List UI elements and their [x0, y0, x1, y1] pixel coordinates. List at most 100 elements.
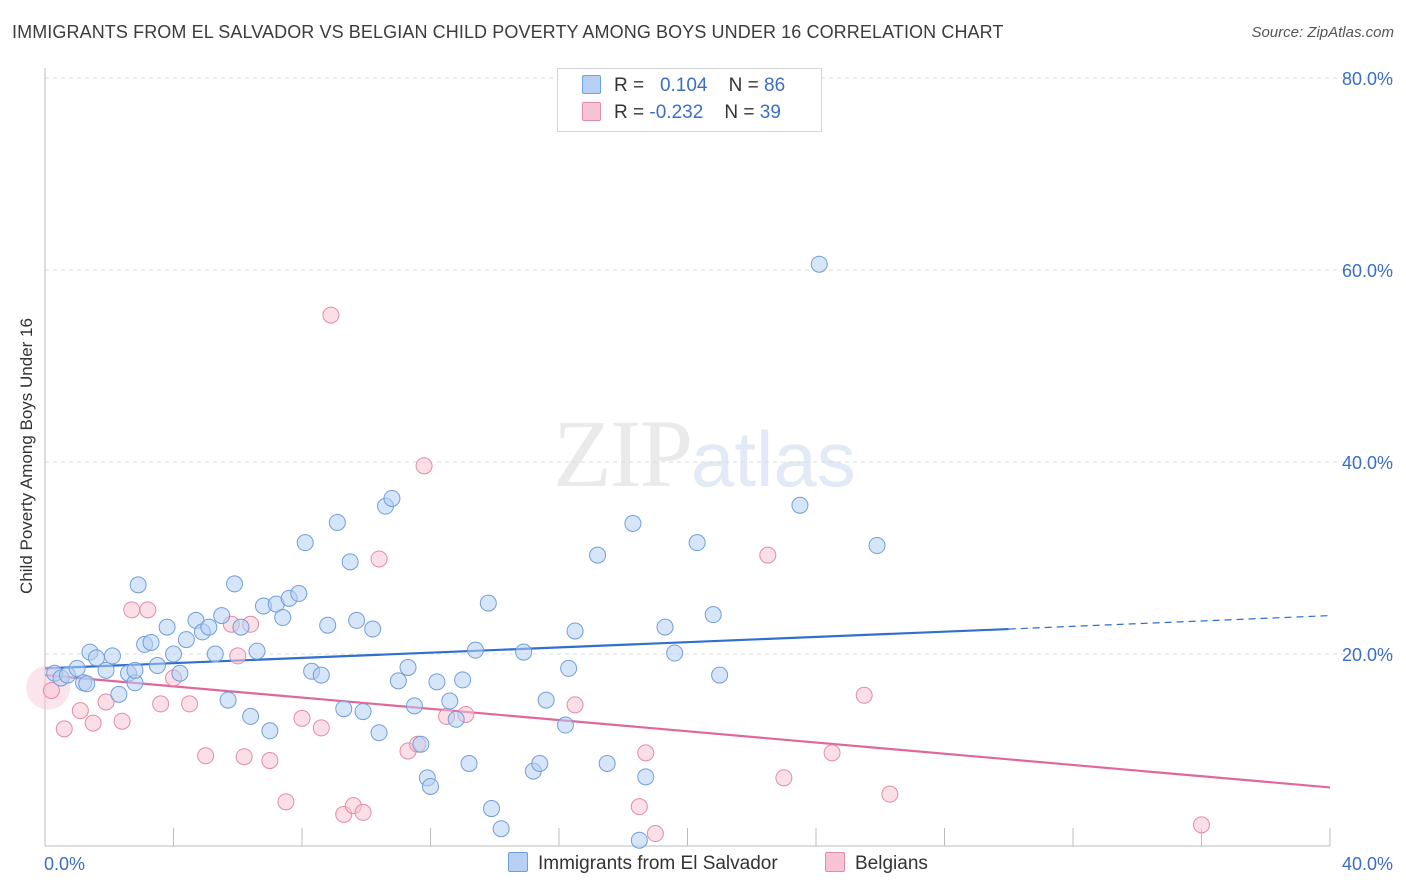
data-point-belgians [322, 306, 340, 324]
legend-row-blue: R = 0.104 N = 86 [582, 75, 785, 97]
data-point-el-salvador [656, 618, 674, 636]
data-point-belgians [139, 601, 157, 619]
data-point-el-salvador [466, 641, 484, 659]
data-point-el-salvador [531, 754, 549, 772]
data-point-el-salvador [177, 631, 195, 649]
data-point-el-salvador [711, 666, 729, 684]
y-tick-label: 60.0% [1342, 261, 1393, 281]
data-point-el-salvador [566, 622, 584, 640]
data-point-el-salvador [364, 620, 382, 638]
legend-n-label: N = [724, 102, 755, 123]
data-point-el-salvador [868, 537, 886, 555]
data-point-belgians [354, 803, 372, 821]
legend-row-pink: R = -0.232 N = 39 [582, 102, 781, 124]
data-point-belgians [277, 793, 295, 811]
data-point-belgians [261, 752, 279, 770]
legend-r-value: -0.232 [649, 102, 704, 123]
data-point-el-salvador [422, 777, 439, 795]
bottom-legend-blue: Immigrants from El Salvador [508, 852, 778, 875]
data-point-belgians [197, 747, 215, 765]
x-tick-label: 40.0% [1342, 854, 1393, 874]
data-point-el-salvador [399, 658, 417, 676]
data-point-el-salvador [441, 692, 459, 710]
data-point-belgians [123, 601, 141, 619]
data-point-el-salvador [479, 594, 497, 612]
data-point-el-salvador [319, 616, 337, 634]
data-point-el-salvador [810, 255, 828, 273]
data-point-belgians [229, 647, 247, 665]
data-point-belgians [646, 825, 664, 843]
bottom-legend-label-blue: Immigrants from El Salvador [538, 853, 778, 874]
bottom-legend-pink: Belgians [825, 852, 928, 875]
data-point-el-salvador [335, 700, 353, 718]
data-point-el-salvador [296, 534, 314, 552]
legend-n-label: N = [728, 75, 759, 96]
data-point-el-salvador [624, 514, 642, 532]
data-point-el-salvador [454, 671, 472, 689]
data-point-el-salvador [171, 664, 189, 682]
data-point-belgians [55, 720, 73, 738]
data-point-belgians [566, 696, 584, 714]
bottom-legend-swatch-pink [825, 852, 845, 872]
legend-swatch-pink [582, 102, 601, 121]
grid-layer [45, 77, 1395, 655]
data-point-el-salvador [383, 489, 401, 507]
data-point-belgians [312, 719, 330, 737]
x-tick-label: 0.0% [44, 854, 85, 874]
trendline-belgians [44, 674, 1331, 789]
data-point-el-salvador [312, 666, 330, 684]
data-point-el-salvador [791, 496, 809, 514]
data-point-el-salvador [328, 513, 346, 531]
data-point-belgians [823, 744, 841, 762]
data-point-el-salvador [447, 710, 465, 728]
stats-legend: R = 0.104 N = 86 R = -0.232 N = 39 [557, 68, 822, 132]
data-point-el-salvador [126, 661, 144, 679]
data-point-el-salvador [348, 611, 366, 629]
data-point-el-salvador [483, 800, 501, 818]
y-tick-label: 80.0% [1342, 69, 1393, 89]
data-point-el-salvador [142, 633, 160, 651]
data-point-el-salvador [97, 661, 115, 679]
legend-r-value: 0.104 [659, 75, 708, 96]
data-point-belgians [152, 695, 170, 713]
data-point-el-salvador [704, 606, 722, 624]
data-point-el-salvador [148, 657, 166, 675]
trendline-el-salvador-extension [1008, 615, 1331, 630]
data-point-el-salvador [158, 618, 176, 636]
data-point-el-salvador [290, 585, 308, 603]
data-point-el-salvador [630, 831, 648, 849]
data-point-el-salvador [78, 675, 96, 693]
data-point-belgians [293, 709, 311, 727]
data-point-el-salvador [354, 703, 372, 721]
axis-layer [44, 68, 1331, 847]
data-point-belgians [97, 693, 115, 711]
data-point-el-salvador [103, 647, 121, 665]
data-point-el-salvador [213, 607, 231, 625]
data-point-el-salvador [560, 659, 578, 677]
data-point-el-salvador [341, 553, 359, 571]
source-label: Source: ZipAtlas.com [1251, 24, 1394, 41]
data-point-el-salvador [412, 735, 430, 753]
data-point-belgians [71, 702, 89, 720]
data-point-el-salvador [637, 768, 655, 786]
watermark-zip: ZIP [553, 400, 693, 507]
data-point-el-salvador [589, 546, 607, 564]
data-point-el-salvador [274, 609, 292, 627]
data-point-el-salvador [219, 691, 237, 709]
data-point-belgians [855, 686, 873, 704]
data-point-el-salvador [206, 645, 224, 663]
data-point-el-salvador [537, 691, 555, 709]
data-point-el-salvador [460, 754, 478, 772]
bottom-legend-swatch-blue [508, 852, 528, 872]
data-point-el-salvador [110, 685, 128, 703]
data-point-belgians [370, 550, 388, 568]
data-point-el-salvador [598, 754, 616, 772]
data-point-belgians [1193, 816, 1210, 834]
data-point-el-salvador [226, 575, 244, 593]
data-point-belgians [881, 785, 899, 803]
data-point-el-salvador [261, 722, 279, 740]
data-point-el-salvador [688, 534, 706, 552]
data-point-el-salvador [389, 672, 407, 690]
legend-r-label: R = [614, 75, 645, 96]
